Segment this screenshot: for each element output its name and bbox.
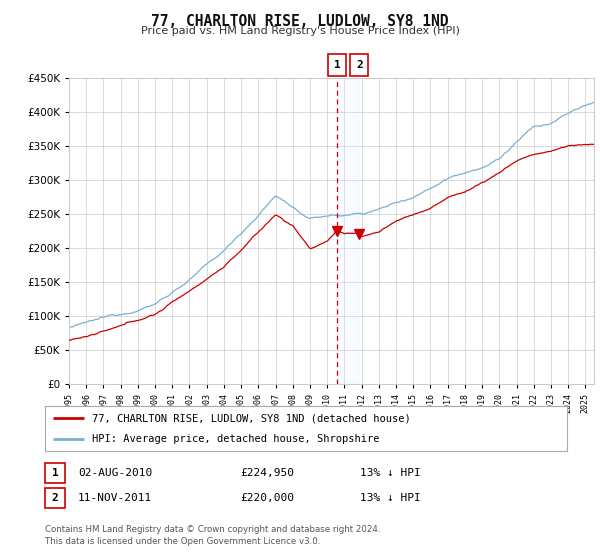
Text: 77, CHARLTON RISE, LUDLOW, SY8 1ND (detached house): 77, CHARLTON RISE, LUDLOW, SY8 1ND (deta…	[92, 413, 411, 423]
Text: 13% ↓ HPI: 13% ↓ HPI	[360, 493, 421, 503]
Text: 2: 2	[356, 60, 363, 70]
Text: 11-NOV-2011: 11-NOV-2011	[78, 493, 152, 503]
Text: 02-AUG-2010: 02-AUG-2010	[78, 468, 152, 478]
Text: 1: 1	[52, 468, 59, 478]
Text: 13% ↓ HPI: 13% ↓ HPI	[360, 468, 421, 478]
Text: Price paid vs. HM Land Registry's House Price Index (HPI): Price paid vs. HM Land Registry's House …	[140, 26, 460, 36]
Text: Contains HM Land Registry data © Crown copyright and database right 2024.
This d: Contains HM Land Registry data © Crown c…	[45, 525, 380, 546]
Text: £220,000: £220,000	[240, 493, 294, 503]
Text: 2: 2	[52, 493, 59, 503]
Text: £224,950: £224,950	[240, 468, 294, 478]
Text: 77, CHARLTON RISE, LUDLOW, SY8 1ND: 77, CHARLTON RISE, LUDLOW, SY8 1ND	[151, 14, 449, 29]
Bar	[337, 78, 359, 384]
Text: 1: 1	[334, 60, 341, 70]
Text: HPI: Average price, detached house, Shropshire: HPI: Average price, detached house, Shro…	[92, 433, 379, 444]
